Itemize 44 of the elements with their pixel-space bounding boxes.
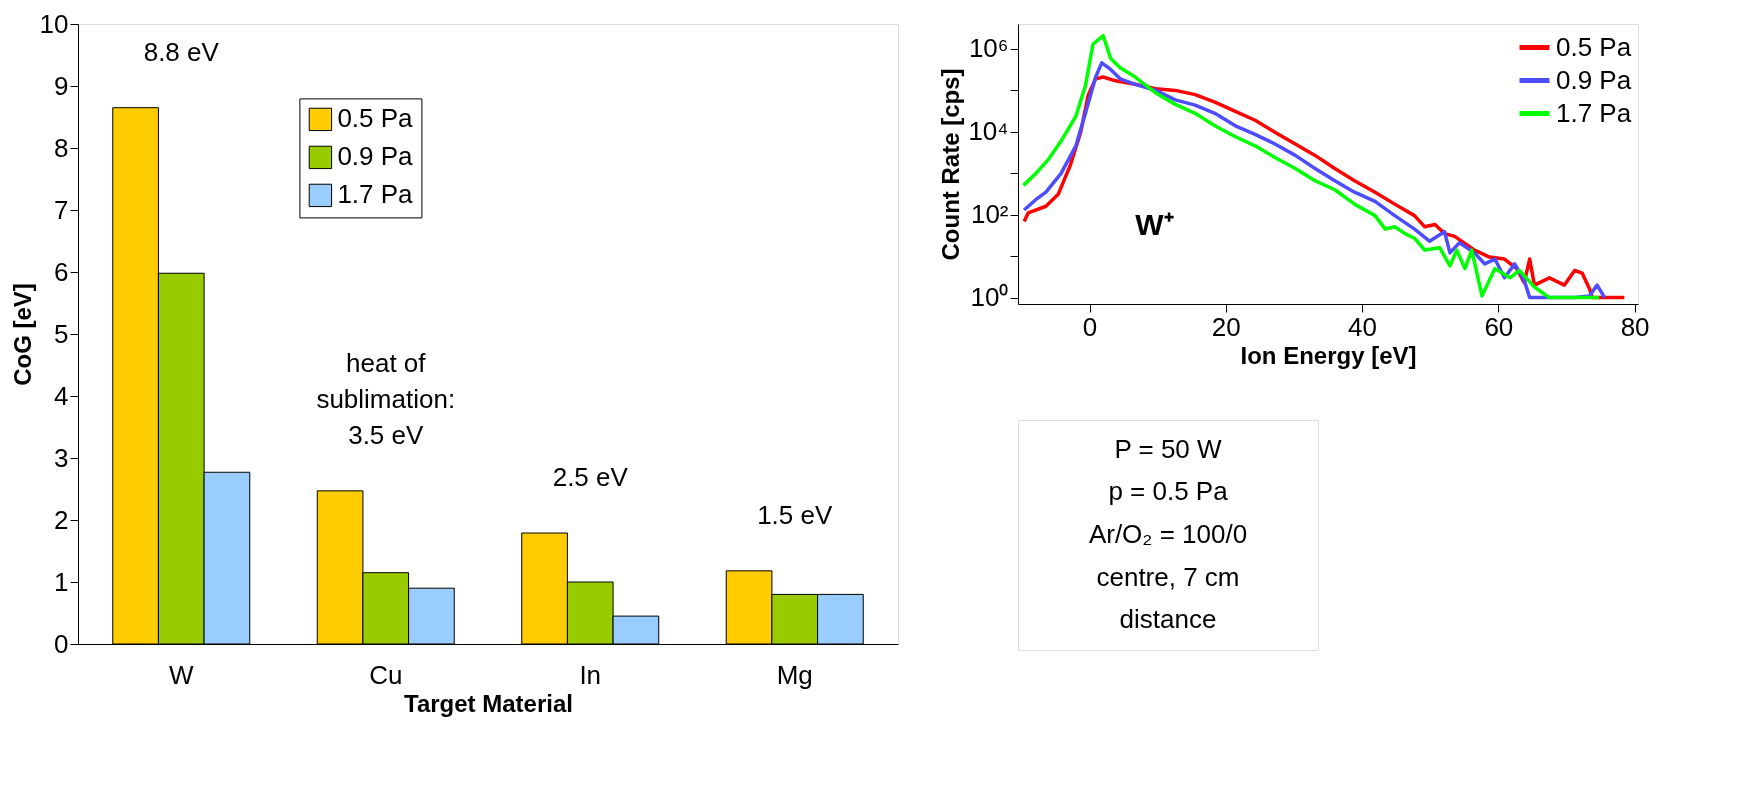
y-tick-label: 2: [54, 504, 69, 535]
legend-label: 1.7 Pa: [1556, 97, 1632, 128]
x-tick-label: In: [579, 659, 602, 690]
y-tick-label: 7: [54, 194, 69, 225]
y-tick-label: 10⁶: [968, 33, 1009, 64]
legend-label: 0.9 Pa: [1556, 64, 1632, 95]
x-tick-label: 60: [1484, 311, 1514, 342]
y-tick-label: 10⁴: [968, 116, 1009, 147]
x-axis-title: Target Material: [404, 689, 573, 717]
legend-label: 0.9 Pa: [337, 141, 414, 172]
y-tick-label: 5: [54, 318, 69, 349]
annotation: 8.8 eV: [143, 36, 220, 67]
legend-label: 0.5 Pa: [337, 103, 414, 134]
x-tick-label: Cu: [369, 659, 403, 690]
y-tick-label: 0: [54, 628, 69, 659]
x-tick-label: W: [168, 659, 194, 690]
legend-label: 1.7 Pa: [337, 179, 414, 210]
y-tick-label: 4: [54, 380, 69, 411]
text: p = 0.5 Pa: [1108, 476, 1229, 507]
legend-label: 0.5 Pa: [1556, 31, 1632, 62]
y-axis-title: Count Rate [cps]: [937, 68, 965, 261]
x-tick-label: 0: [1082, 311, 1098, 342]
annotation: 2.5 eV: [552, 462, 629, 493]
y-tick-label: 6: [54, 256, 69, 287]
y-tick-label: 10²: [970, 199, 1009, 230]
x-tick-label: 40: [1348, 311, 1378, 342]
annotation: heat of sublimation: 3.5 eV: [316, 347, 456, 450]
y-axis-title: CoG [eV]: [8, 283, 36, 386]
y-tick-label: 1: [54, 566, 69, 597]
y-tick-label: 8: [54, 132, 69, 163]
y-tick-label: 10⁰: [970, 282, 1009, 313]
text: distance: [1119, 604, 1217, 635]
y-tick-label: 10: [39, 8, 69, 39]
text: Ar/O₂ = 100/0: [1088, 519, 1248, 549]
x-tick-label: 20: [1211, 311, 1241, 342]
y-tick-label: 9: [54, 70, 69, 101]
x-axis-title: Ion Energy [eV]: [1240, 341, 1417, 369]
text: P = 50 W: [1114, 433, 1223, 464]
annotation: 1.5 eV: [757, 499, 833, 530]
y-tick-label: 3: [54, 442, 69, 473]
x-tick-label: Mg: [776, 659, 813, 690]
x-tick-label: 80: [1620, 311, 1650, 342]
annotation: W⁺: [1135, 207, 1174, 241]
text: centre, 7 cm: [1096, 561, 1240, 592]
